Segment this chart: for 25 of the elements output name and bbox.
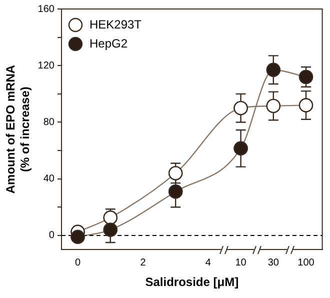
x-axis-title: Salidroside [μM] xyxy=(145,275,239,290)
point xyxy=(266,62,280,77)
point xyxy=(168,184,183,199)
x-tick-label: 30 xyxy=(268,257,280,268)
point xyxy=(103,222,118,237)
point xyxy=(298,98,314,112)
y-tick-label: 80 xyxy=(43,116,55,128)
x-tick-label: 0 xyxy=(75,257,82,268)
point xyxy=(234,100,248,116)
x-tick-label: 4 xyxy=(205,257,212,268)
legend-label: HepG2 xyxy=(89,36,128,50)
point xyxy=(70,230,85,244)
y-tick-label: 160 xyxy=(38,4,55,15)
point xyxy=(168,166,183,180)
point xyxy=(266,98,280,114)
point xyxy=(298,70,314,84)
y-tick-label: 0 xyxy=(48,230,55,242)
x-tick-label: 2 xyxy=(140,257,146,268)
y-axis-title: Amount of EPO mRNA (% of increase) xyxy=(4,64,32,194)
x-tick-label: 100 xyxy=(298,257,315,268)
point xyxy=(234,141,248,156)
y-tick-label: 40 xyxy=(43,174,55,185)
legend-label: HEK293T xyxy=(89,17,142,32)
x-tick-label: 10 xyxy=(235,257,247,268)
y-tick-label: 120 xyxy=(38,60,55,72)
